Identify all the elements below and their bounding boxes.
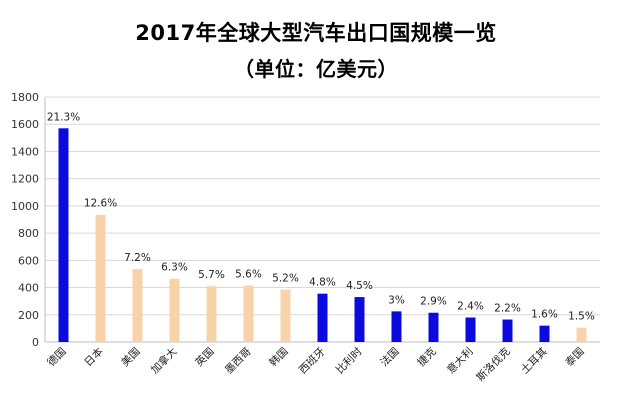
bar-4: [169, 278, 180, 342]
y-tick-label: 200: [18, 309, 39, 322]
data-label: 2.2%: [494, 303, 521, 315]
data-label: 4.8%: [309, 277, 336, 289]
data-label: 5.7%: [198, 269, 225, 281]
y-tick-label: 1800: [11, 91, 39, 104]
x-tick-label: 捷克: [415, 345, 439, 369]
data-label: 5.2%: [272, 273, 299, 285]
bar-8: [317, 293, 328, 342]
y-tick-label: 1000: [11, 200, 39, 213]
y-tick-label: 1200: [11, 173, 39, 186]
x-tick-label: 西班牙: [297, 346, 328, 377]
x-tick-label: 德国: [45, 345, 69, 369]
x-tick-label: 比利时: [333, 345, 365, 377]
bar-15: [576, 327, 587, 342]
data-label: 1.6%: [531, 309, 558, 321]
data-label: 3%: [388, 294, 405, 306]
bar-2: [95, 214, 106, 342]
x-tick-label: 韩国: [267, 345, 291, 369]
x-tick-label: 土耳其: [518, 345, 549, 376]
x-tick-label: 英国: [193, 345, 217, 369]
chart-subtitle: （单位：亿美元）: [234, 57, 398, 81]
x-tick-label: 法国: [378, 345, 402, 369]
data-label: 5.6%: [235, 269, 262, 281]
y-tick-label: 1400: [11, 145, 39, 158]
data-label: 2.9%: [420, 296, 447, 308]
bar-1: [58, 128, 69, 342]
x-tick-label: 美国: [119, 345, 143, 369]
bar-10: [391, 311, 402, 342]
data-label: 1.5%: [568, 311, 595, 323]
bar-12: [465, 317, 476, 342]
x-tick-label: 日本: [82, 345, 106, 369]
data-label: 2.4%: [457, 301, 484, 313]
y-tick-label: 400: [18, 282, 39, 295]
bar-5: [206, 286, 217, 342]
chart-title: 2017年全球大型汽车出口国规模一览: [135, 21, 497, 45]
bar-9: [354, 297, 365, 342]
bar-14: [539, 325, 550, 342]
x-tick-label: 意大利: [444, 345, 475, 376]
y-tick-label: 600: [18, 254, 39, 267]
x-tick-label: 斯洛伐克: [474, 345, 513, 384]
data-label: 7.2%: [124, 252, 151, 264]
bar-13: [502, 319, 513, 342]
y-tick-label: 800: [18, 227, 39, 240]
data-label: 12.6%: [84, 198, 117, 210]
bar-3: [132, 269, 143, 342]
data-label: 21.3%: [47, 111, 80, 123]
y-tick-label: 0: [32, 336, 39, 349]
x-tick-label: 墨西哥: [223, 346, 254, 377]
x-tick-label: 加拿大: [148, 345, 180, 377]
bar-11: [428, 312, 439, 342]
y-tick-label: 1600: [11, 118, 39, 131]
data-label: 6.3%: [161, 262, 188, 274]
bar-6: [243, 285, 254, 342]
data-label: 4.5%: [346, 280, 373, 292]
x-tick-label: 泰国: [563, 345, 587, 369]
bar-7: [280, 289, 291, 342]
